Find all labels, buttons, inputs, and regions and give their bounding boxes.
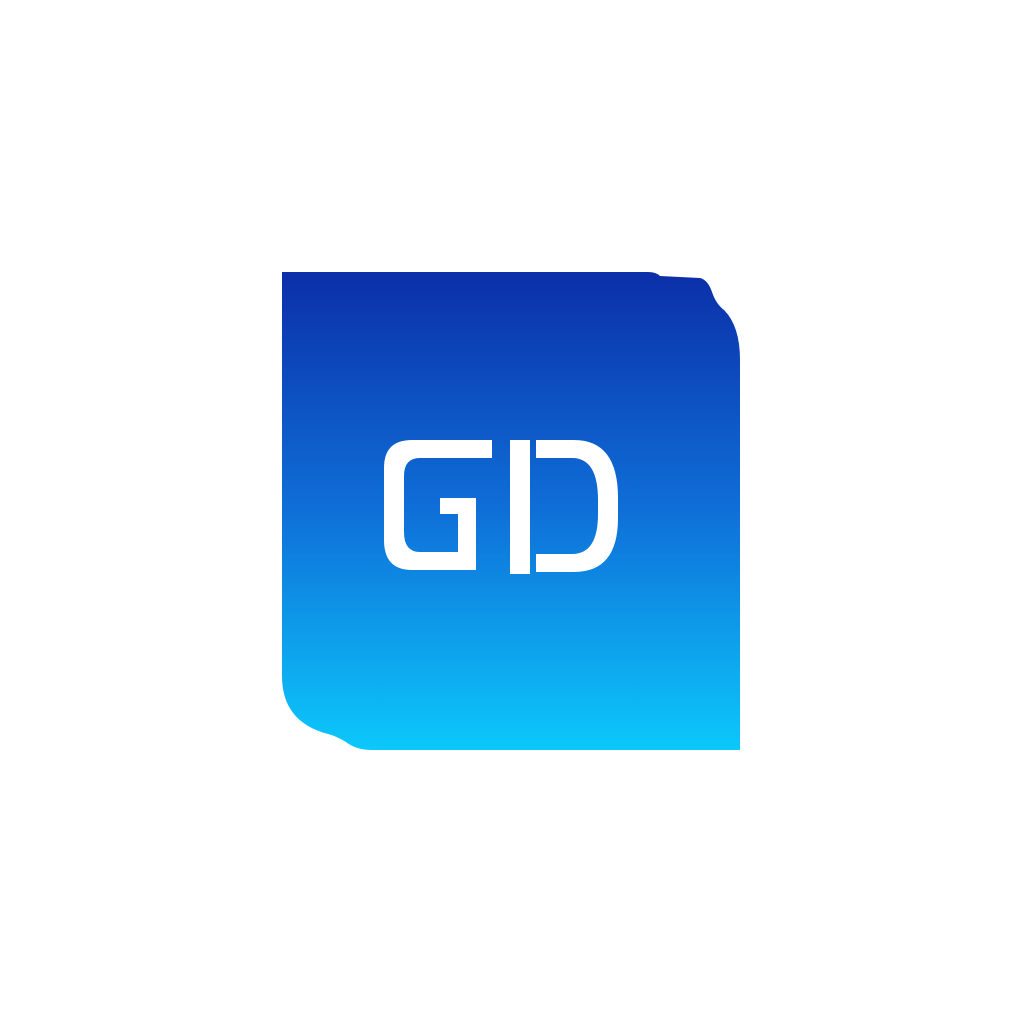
monogram-letter-g [384,440,492,570]
monogram-letter-d [510,440,618,574]
